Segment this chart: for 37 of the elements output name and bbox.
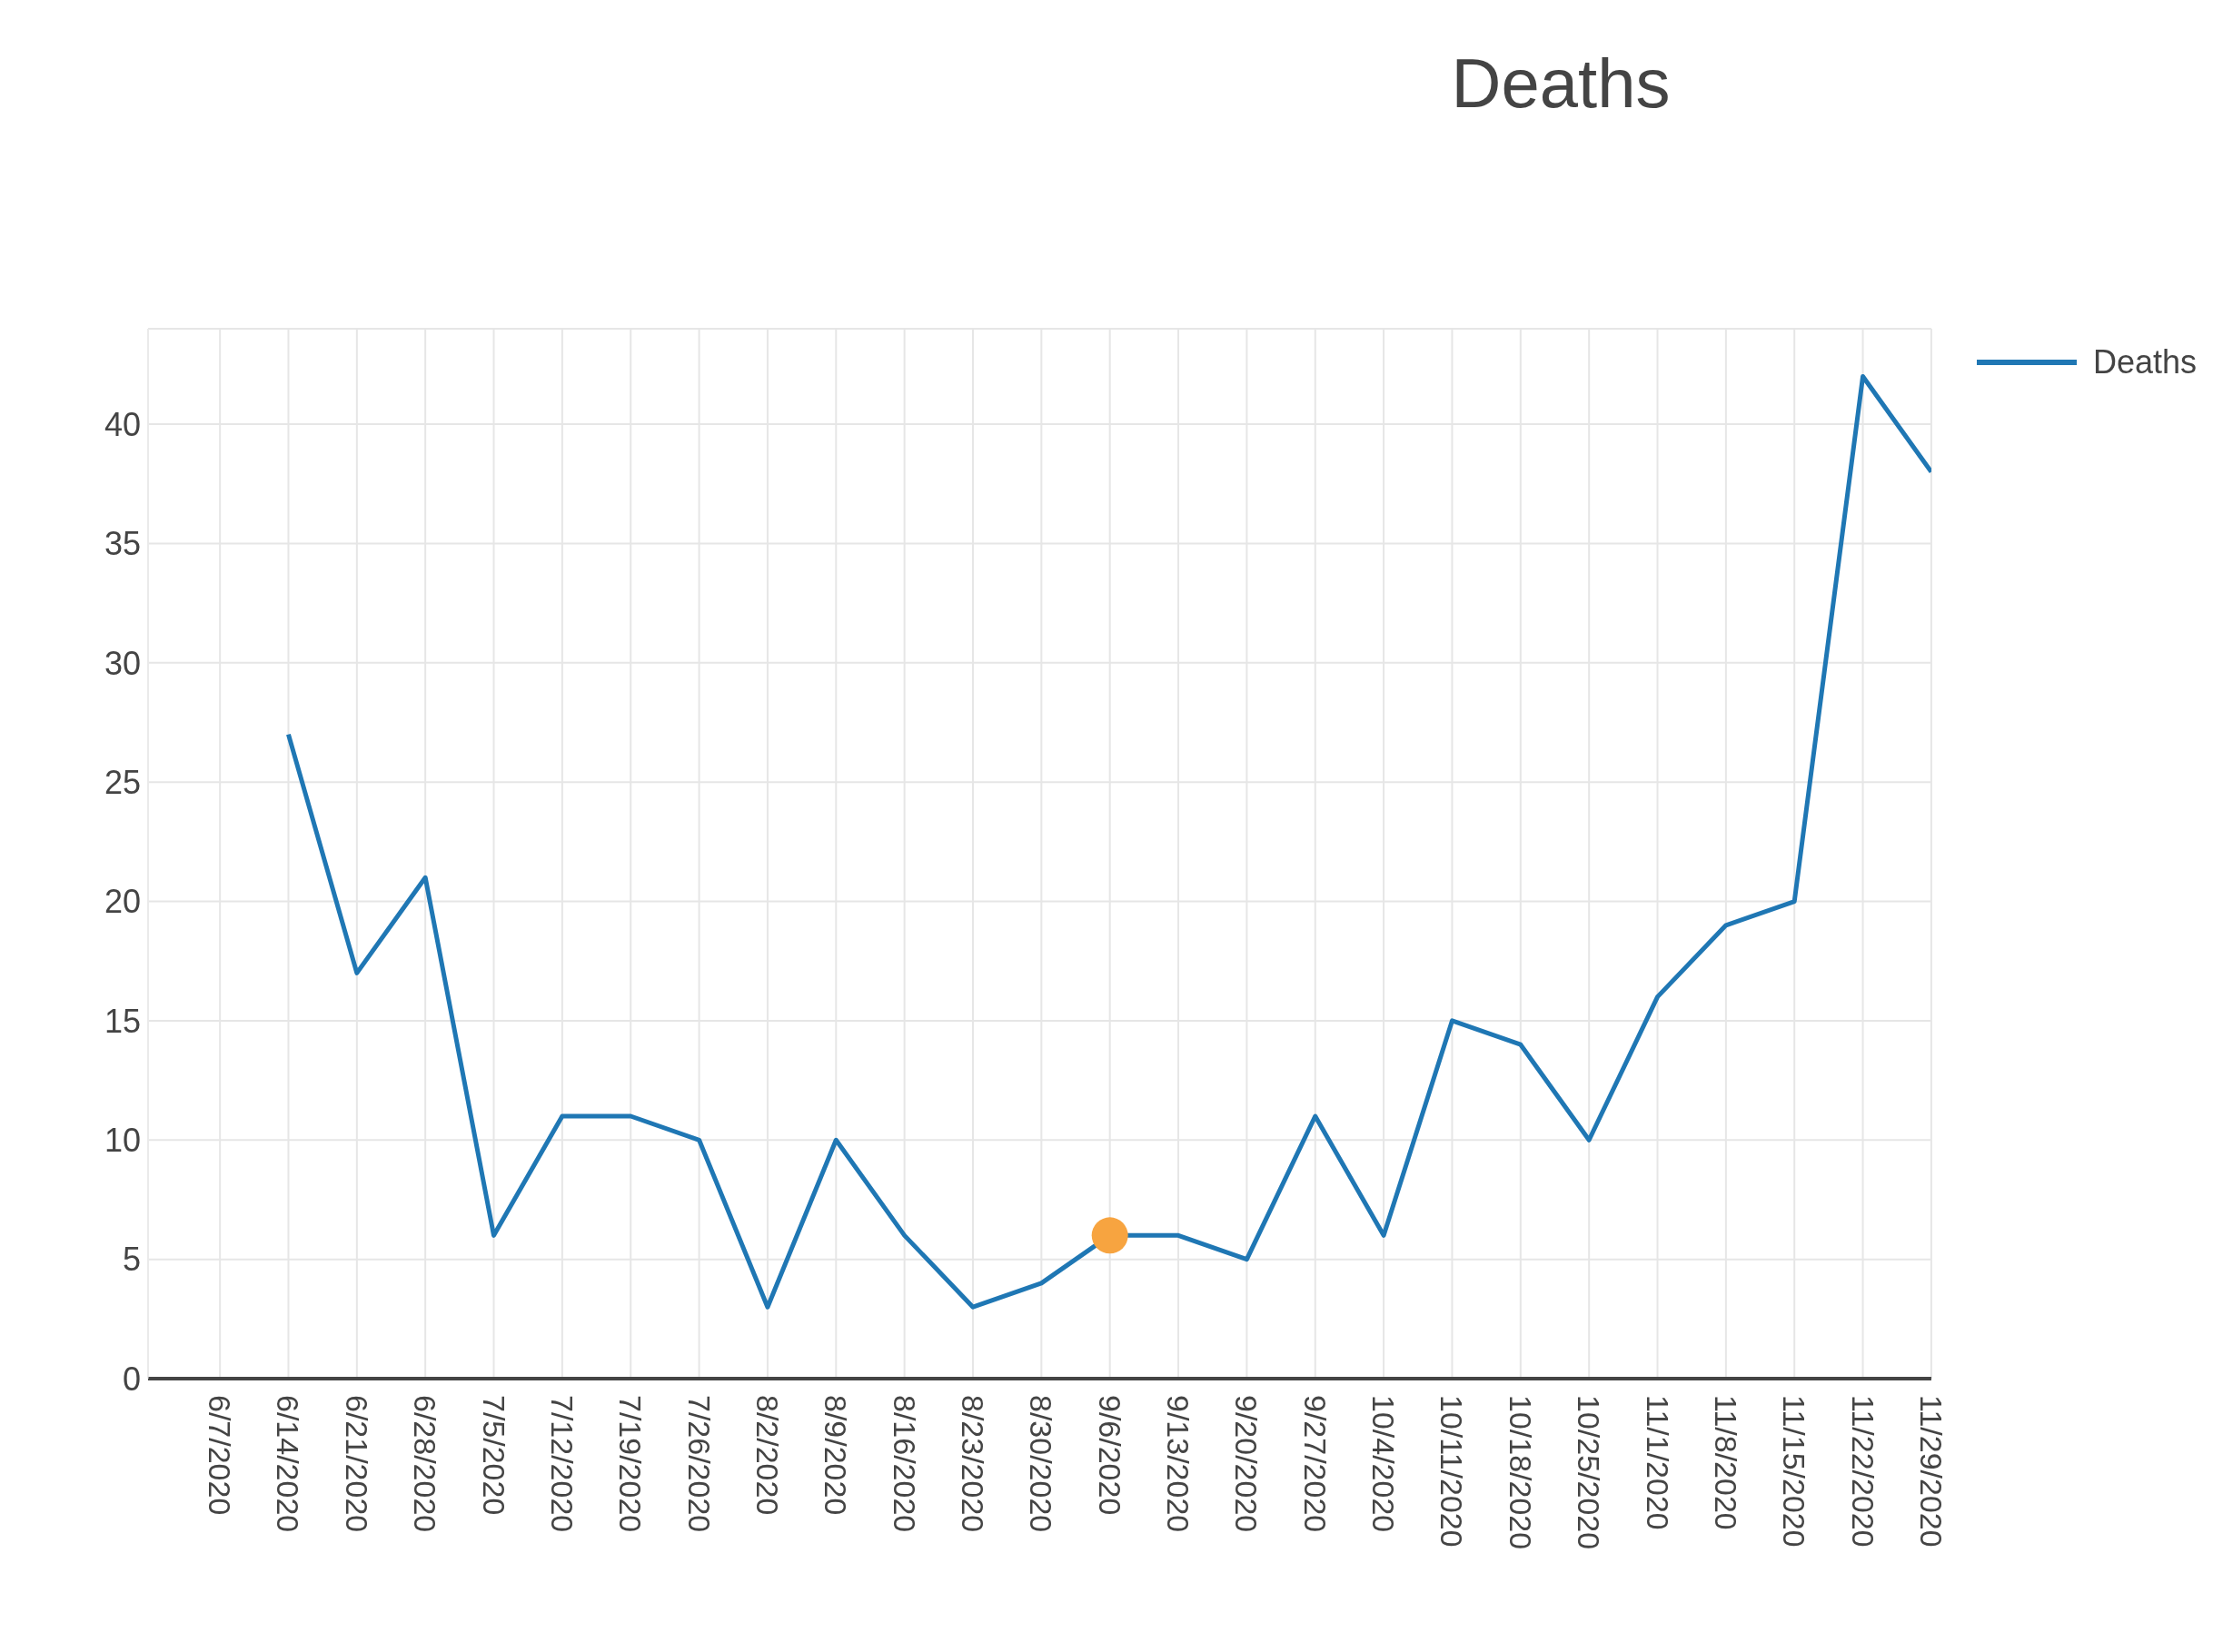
x-tick-label: 6/21/2020 (339, 1395, 374, 1533)
x-tick-label: 9/6/2020 (1092, 1395, 1127, 1516)
y-tick-label: 0 (122, 1360, 141, 1398)
x-tick-label: 8/9/2020 (819, 1395, 854, 1516)
x-tick-label: 6/28/2020 (408, 1395, 443, 1533)
x-tick-label: 6/7/2020 (203, 1395, 238, 1516)
x-tick-label: 7/5/2020 (476, 1395, 511, 1516)
legend-label: Deaths (2092, 343, 2197, 381)
x-tick-label: 11/29/2020 (1913, 1395, 1949, 1548)
x-tick-label: 7/26/2020 (681, 1395, 717, 1533)
x-tick-label: 8/2/2020 (749, 1395, 785, 1516)
x-tick-label: 11/1/2020 (1640, 1395, 1675, 1530)
x-tick-label: 9/20/2020 (1229, 1395, 1265, 1533)
y-tick-label: 35 (104, 525, 141, 563)
y-tick-label: 25 (104, 763, 141, 801)
x-tick-label: 8/30/2020 (1024, 1395, 1059, 1533)
x-tick-label: 7/12/2020 (544, 1395, 580, 1533)
x-tick-label: 9/13/2020 (1161, 1395, 1196, 1533)
y-tick-label: 40 (104, 405, 141, 443)
x-tick-label: 10/25/2020 (1572, 1395, 1607, 1550)
y-tick-label: 30 (104, 644, 141, 682)
x-tick-label: 8/16/2020 (887, 1395, 922, 1533)
x-tick-label: 11/15/2020 (1777, 1395, 1812, 1548)
x-tick-label: 7/19/2020 (613, 1395, 649, 1533)
x-tick-label: 10/4/2020 (1366, 1395, 1402, 1533)
x-tick-label: 11/22/2020 (1845, 1395, 1881, 1548)
x-tick-label: 11/8/2020 (1708, 1395, 1743, 1530)
x-tick-label: 9/27/2020 (1297, 1395, 1333, 1533)
x-tick-label: 10/11/2020 (1434, 1395, 1470, 1548)
x-tick-label: 8/23/2020 (955, 1395, 990, 1533)
y-tick-label: 20 (104, 883, 141, 921)
y-tick-label: 15 (104, 1002, 141, 1040)
y-tick-label: 10 (104, 1122, 141, 1160)
chart-title: Deaths (1450, 44, 1672, 123)
y-tick-label: 5 (122, 1241, 141, 1279)
x-tick-label: 10/18/2020 (1503, 1395, 1538, 1550)
x-tick-label: 6/14/2020 (271, 1395, 306, 1533)
